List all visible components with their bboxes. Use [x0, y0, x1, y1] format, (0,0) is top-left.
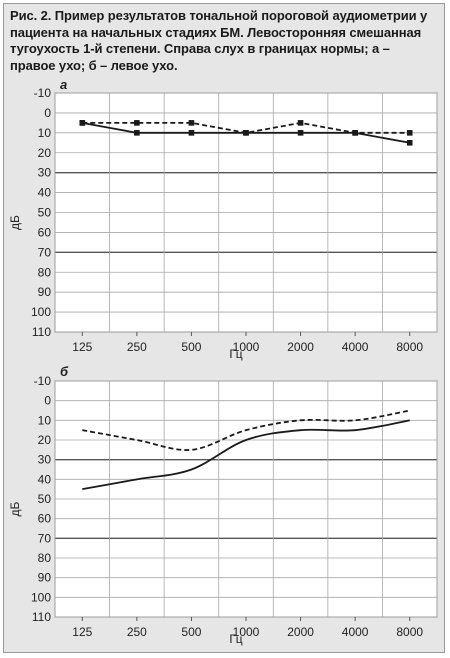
panel-label: б [60, 364, 69, 379]
y-tick-label: 40 [38, 472, 52, 486]
y-tick-label: 10 [38, 413, 52, 427]
x-tick-label: 2000 [287, 340, 314, 354]
y-tick-label: 70 [38, 531, 52, 545]
data-point-marker [243, 130, 249, 136]
y-tick-label: 100 [31, 305, 51, 319]
y-tick-label: 30 [38, 453, 52, 467]
y-tick-label: 70 [38, 245, 52, 259]
data-point-marker [352, 130, 358, 136]
x-axis-label: Гц [229, 347, 242, 361]
y-tick-label: 30 [38, 166, 52, 180]
x-tick-label: 2000 [287, 625, 314, 639]
y-tick-label: 40 [38, 186, 52, 200]
series-line-dashed [82, 409, 410, 451]
caption-lead: Рис. 2. [10, 8, 52, 23]
y-tick-label: 60 [38, 512, 52, 526]
y-axis-label: дБ [8, 215, 22, 230]
data-point-marker [79, 120, 86, 126]
data-point-marker [134, 120, 140, 126]
data-point-marker [297, 120, 304, 126]
y-axis-label: дБ [8, 501, 22, 516]
data-point-marker [406, 139, 413, 146]
data-point-marker [134, 130, 140, 136]
y-tick-label: 80 [38, 551, 52, 565]
y-tick-label: 110 [32, 610, 51, 624]
y-tick-label: -10 [34, 374, 52, 388]
x-tick-label: 4000 [342, 625, 369, 639]
x-tick-label: 1000 [233, 340, 260, 354]
data-point-marker [188, 130, 195, 136]
x-axis-label: Гц [229, 632, 242, 646]
y-tick-label: 60 [38, 225, 52, 239]
y-tick-label: 0 [44, 394, 51, 408]
x-tick-label: 500 [181, 340, 201, 354]
x-tick-label: 250 [127, 625, 147, 639]
data-point-marker [188, 120, 195, 126]
y-tick-label: -10 [34, 86, 52, 100]
y-tick-label: 0 [44, 106, 51, 120]
x-tick-label: 8000 [396, 340, 423, 354]
series-line-solid [82, 419, 410, 491]
y-tick-label: 110 [32, 325, 51, 339]
y-tick-label: 90 [38, 285, 52, 299]
y-tick-label: 20 [38, 433, 52, 447]
x-tick-label: 4000 [342, 340, 369, 354]
y-tick-label: 50 [38, 206, 52, 220]
y-tick-label: 10 [38, 126, 52, 140]
data-point-marker [406, 130, 413, 136]
panel-label: а [60, 77, 67, 92]
y-tick-label: 80 [38, 265, 52, 279]
y-tick-label: 100 [31, 590, 51, 604]
x-tick-label: 250 [127, 340, 147, 354]
x-tick-label: 8000 [396, 625, 423, 639]
x-tick-label: 1000 [233, 625, 260, 639]
y-tick-label: 20 [38, 146, 52, 160]
figure-caption: Рис. 2. Пример результатов тональной пор… [10, 8, 438, 74]
data-point-marker [297, 130, 304, 136]
x-tick-label: 500 [181, 625, 201, 639]
y-tick-label: 90 [38, 571, 52, 585]
y-tick-label: 50 [38, 492, 52, 506]
caption-text: Пример результатов тональной пороговой а… [10, 8, 428, 73]
x-tick-label: 125 [72, 625, 92, 639]
x-tick-label: 125 [72, 340, 92, 354]
